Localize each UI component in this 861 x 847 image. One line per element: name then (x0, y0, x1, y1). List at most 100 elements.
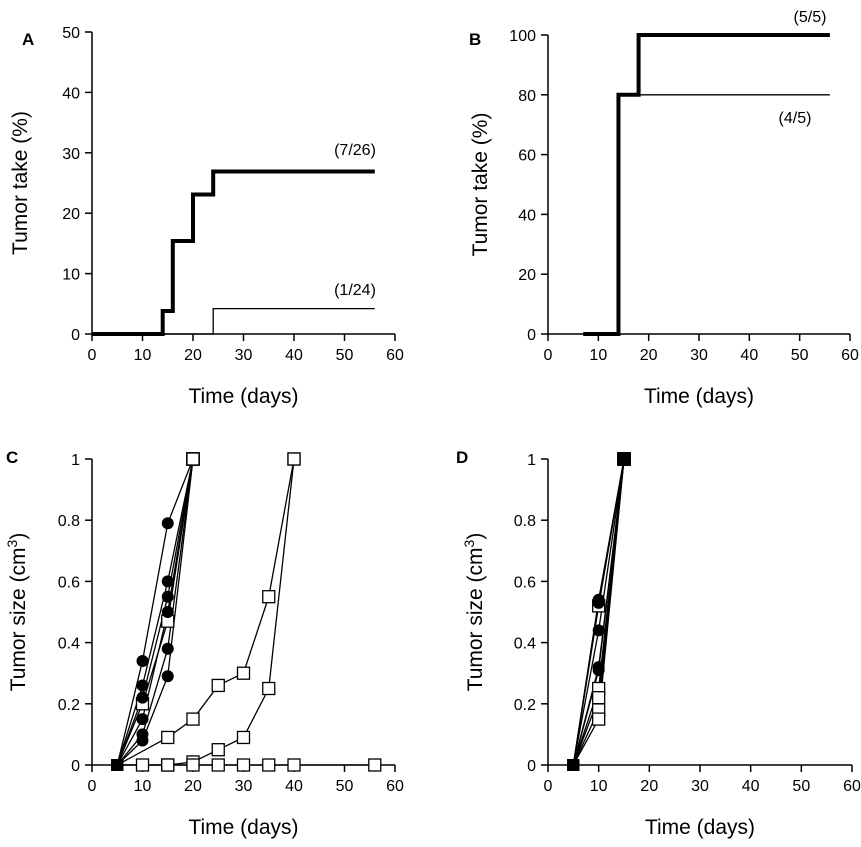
data-point-circle (161, 606, 174, 618)
y-tick-label: 60 (518, 148, 536, 165)
y-axis-label-end: ) (7, 533, 30, 540)
series-line (116, 458, 194, 766)
y-tick-label: 10 (62, 267, 80, 284)
x-tick-label: 10 (590, 778, 608, 795)
data-point-square (592, 691, 606, 705)
data-point-square (211, 758, 225, 772)
y-tick-label: 100 (509, 28, 536, 45)
data-point-circle (161, 642, 174, 655)
data-point-circle (161, 670, 174, 683)
series-line-thick (92, 169, 375, 336)
data-point-square (262, 758, 276, 772)
y-tick-label: 0 (71, 327, 80, 344)
data-point-circle (161, 575, 174, 588)
data-point-circle (136, 654, 149, 667)
series-line-thick (583, 33, 830, 336)
data-point-circle (592, 624, 605, 637)
series-line (116, 458, 194, 766)
x-tick-label: 10 (589, 347, 607, 364)
data-point-square (592, 712, 606, 726)
x-tick-label: 20 (640, 778, 658, 795)
data-point-square (161, 730, 175, 745)
y-tick-label: 0 (527, 758, 536, 775)
panel-b: B 0 10 20 30 40 50 60 0 20 40 60 80 100 Time (days) Tum… (469, 9, 859, 408)
y-tick-label: 20 (62, 206, 80, 223)
data-point-square (135, 758, 150, 772)
y-tick-label: 40 (518, 207, 536, 224)
y-tick-label: 0.4 (58, 636, 80, 653)
y-tick-label: 0.2 (58, 697, 80, 714)
y-tick-label: 0 (71, 758, 80, 775)
panel-letter: D (456, 448, 468, 467)
y-tick-label: 50 (62, 25, 80, 42)
series-line (116, 458, 194, 766)
y-tick-label: 0.6 (58, 574, 80, 591)
data-point-start (567, 759, 580, 771)
x-tick-label: 30 (691, 778, 709, 795)
series-annotation: (7/26) (334, 142, 376, 159)
data-point-end (617, 452, 631, 466)
y-tick-label: 0.4 (514, 636, 536, 653)
series-line-thin (583, 94, 830, 335)
data-point-square (287, 758, 301, 772)
y-tick-label: 0.6 (514, 574, 536, 591)
y-tick-label: 20 (518, 267, 536, 284)
x-tick-label: 60 (386, 778, 404, 795)
data-point-square (236, 730, 251, 745)
panel-c: C 0 10 20 30 40 50 60 0 0.2 0.4 0.6 0.8 1 Time (days) T… (4, 448, 404, 839)
x-tick-label: 20 (184, 347, 202, 364)
panel-letter: B (469, 30, 481, 49)
y-axis-label: Tumor size (cm3) (4, 533, 30, 692)
data-point-square (236, 666, 251, 680)
y-tick-label: 0.2 (514, 697, 536, 714)
data-point-circle (592, 664, 605, 677)
x-axis-label: Time (days) (188, 385, 298, 408)
x-tick-label: 0 (88, 347, 97, 364)
series-line (116, 458, 194, 766)
panel-d: D 0 10 20 30 40 50 60 0 0.2 0.4 0.6 0.8 1 Time (days) T… (456, 448, 861, 839)
data-point-square (262, 590, 276, 604)
data-point-circle (136, 734, 149, 747)
x-tick-label: 30 (235, 347, 253, 364)
x-tick-label: 50 (336, 347, 354, 364)
series-line (116, 458, 194, 766)
data-point-square (236, 758, 251, 772)
x-tick-label: 0 (88, 778, 97, 795)
data-point-end (287, 452, 301, 466)
x-tick-label: 50 (791, 347, 809, 364)
data-point-circle (161, 590, 174, 603)
y-tick-label: 80 (518, 88, 536, 105)
data-point-square (186, 712, 200, 726)
data-point-circle (592, 596, 605, 609)
x-tick-label: 30 (235, 778, 253, 795)
x-tick-label: 60 (841, 347, 859, 364)
x-tick-label: 30 (690, 347, 708, 364)
data-point-circle (136, 713, 149, 726)
series-annotation: (4/5) (779, 110, 812, 127)
panel-a: A 0 10 20 30 40 50 60 0 10 20 30 40 50 Time (days) Tumo… (9, 25, 404, 408)
data-point-square (211, 678, 225, 693)
x-tick-label: 40 (742, 778, 760, 795)
x-tick-label: 0 (544, 347, 553, 364)
x-tick-label: 40 (740, 347, 758, 364)
x-tick-label: 50 (792, 778, 810, 795)
panel-letter: C (6, 448, 18, 467)
data-point-start (111, 759, 124, 771)
y-tick-label: 0.8 (58, 513, 80, 530)
x-tick-label: 20 (640, 347, 658, 364)
x-axis-label: Time (days) (188, 816, 298, 839)
panel-letter: A (22, 30, 34, 49)
y-tick-label: 0 (527, 327, 536, 344)
y-tick-label: 40 (62, 85, 80, 102)
y-axis-label: Tumor take (%) (9, 111, 32, 255)
x-tick-label: 40 (285, 778, 303, 795)
y-tick-label: 1 (71, 452, 80, 469)
data-point-square (211, 743, 225, 757)
series-line (116, 458, 194, 766)
data-point-end (186, 452, 200, 466)
x-tick-label: 50 (336, 778, 354, 795)
x-tick-label: 10 (134, 347, 152, 364)
x-tick-label: 20 (184, 778, 202, 795)
